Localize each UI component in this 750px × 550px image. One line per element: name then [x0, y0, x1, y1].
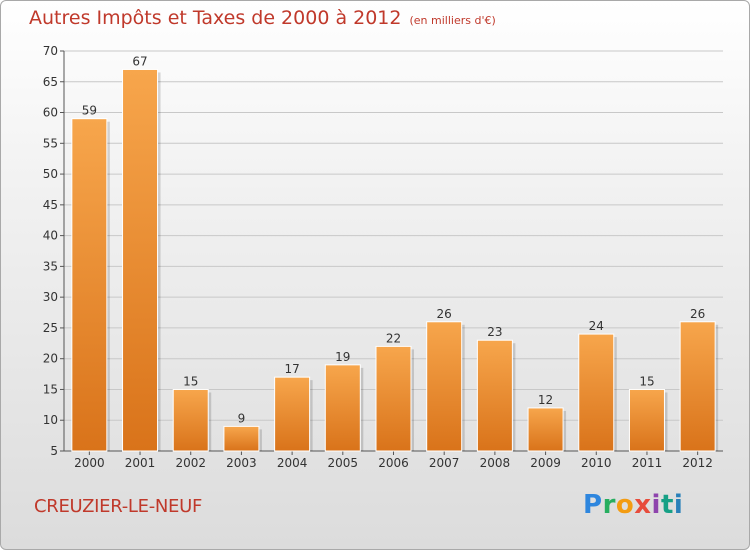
y-tick-label: 60	[43, 106, 58, 120]
x-tick-label: 2011	[632, 456, 663, 470]
logo-letter: P	[583, 490, 603, 520]
axes: 5 10 15 20 25 30 35 40 45 50 55 60 65 70 2000 2001 2002 2…	[43, 44, 723, 470]
y-tick-label: 35	[43, 259, 58, 273]
x-tick-label: 2001	[125, 456, 156, 470]
chart-title: Autres Impôts et Taxes de 2000 à 2012 (en…	[29, 7, 496, 29]
bar	[71, 118, 108, 452]
bar	[628, 388, 665, 452]
commune-name: CREUZIER-LE-NEUF	[34, 496, 203, 517]
bar	[274, 376, 311, 452]
y-tick-label: 65	[43, 75, 58, 89]
logo-letter: x	[634, 490, 652, 520]
data-label: 15	[183, 374, 198, 388]
x-tick-label: 2000	[74, 456, 105, 470]
y-tick-label: 55	[43, 136, 58, 150]
logo-letter: i	[673, 490, 684, 520]
bar	[476, 339, 513, 452]
y-tick-label: 70	[43, 44, 58, 58]
data-label: 23	[487, 325, 502, 339]
data-labels: 59 67 15 9 17 19 22 26 23 12 24 15 26	[82, 54, 706, 425]
y-tick-label: 10	[43, 413, 58, 427]
proxiti-logo: Proxiti	[583, 490, 683, 520]
bar	[172, 388, 209, 452]
bar	[679, 321, 716, 452]
data-label: 67	[132, 54, 147, 68]
y-tick-label: 30	[43, 290, 58, 304]
y-tick-label: 5	[50, 444, 58, 458]
x-tick-label: 2007	[429, 456, 460, 470]
bar-chart: 5 10 15 20 25 30 35 40 45 50 55 60 65 70 2000 2001 2002 2…	[43, 44, 723, 470]
y-tick-label: 20	[43, 352, 58, 366]
x-tick-label: 2006	[378, 456, 409, 470]
x-tick-label: 2005	[328, 456, 359, 470]
x-tick-label: 2004	[277, 456, 308, 470]
bars	[71, 68, 719, 452]
logo-letter: i	[651, 490, 661, 520]
logo-letter: r	[602, 490, 616, 520]
data-label: 17	[284, 362, 299, 376]
data-label: 26	[690, 307, 705, 321]
bar	[122, 68, 159, 452]
data-label: 19	[335, 350, 350, 364]
bar	[527, 407, 564, 452]
chart-subtitle: (en milliers d'€)	[409, 14, 496, 27]
y-tick-label: 40	[43, 229, 58, 243]
data-label: 26	[437, 307, 452, 321]
x-tick-label: 2009	[530, 456, 561, 470]
data-label: 12	[538, 393, 553, 407]
bar	[324, 364, 361, 452]
y-tick-label: 15	[43, 382, 58, 396]
title-text: Autres Impôts et Taxes de 2000 à 2012	[29, 7, 402, 29]
x-tick-label: 2003	[226, 456, 257, 470]
data-label: 15	[639, 374, 654, 388]
x-tick-label: 2008	[480, 456, 511, 470]
data-label: 22	[386, 331, 401, 345]
y-tick-label: 45	[43, 198, 58, 212]
bar	[375, 345, 412, 452]
x-tick-label: 2012	[682, 456, 713, 470]
x-tick-label: 2010	[581, 456, 612, 470]
y-tick-label: 25	[43, 321, 58, 335]
bar	[223, 425, 260, 452]
bar	[426, 321, 463, 452]
data-label: 9	[238, 411, 246, 425]
y-tick-label: 50	[43, 167, 58, 181]
logo-letter: o	[615, 490, 635, 520]
logo-letter: t	[660, 490, 674, 520]
x-tick-label: 2002	[175, 456, 206, 470]
data-label: 59	[82, 104, 97, 118]
bar	[578, 333, 615, 452]
data-label: 24	[589, 319, 604, 333]
